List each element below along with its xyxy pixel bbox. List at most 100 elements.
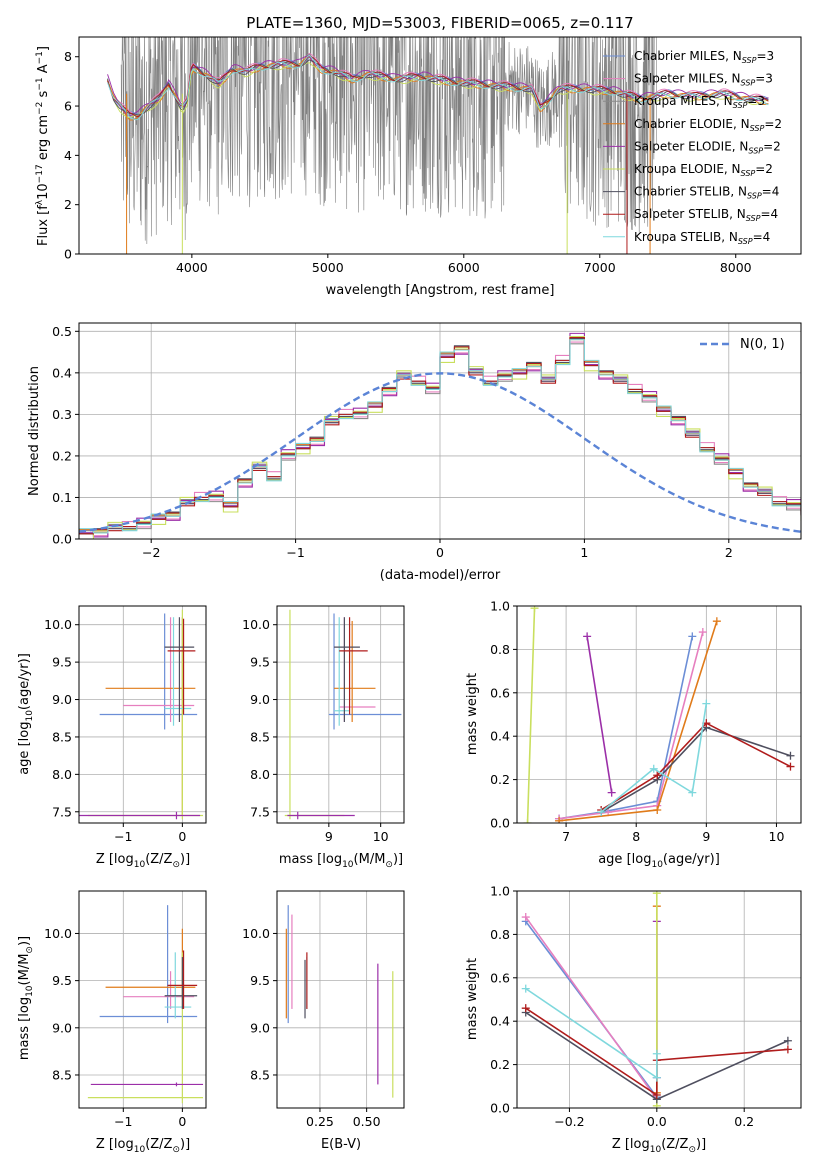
figure-title: PLATE=1360, MJD=53003, FIBERID=0065, z=0… [246,14,633,32]
series-line-salpeter_elodie [586,636,613,793]
legend-name: Chabrier STELIB, N [634,185,747,199]
label-part: ⊙ [172,860,180,870]
series-line-salpeter_miles [525,916,658,1100]
y-tick-label: 9.5 [250,973,270,988]
legend-name: Chabrier MILES, N [634,49,742,63]
y-tick-label: 0.8 [490,927,510,942]
y-tick-label: 0.6 [490,970,510,985]
x-tick-label: 6000 [448,260,480,275]
legend-name: Salpeter STELIB, N [634,207,746,221]
y-tick-label: 0.5 [52,324,72,339]
x-tick-label: 0 [436,545,444,560]
point-marker-chabrier_elodie [712,617,721,626]
label-part: )] [393,852,403,867]
legend-sub: SSP [738,237,753,246]
y-tick-label: 9.5 [52,973,72,988]
label-part: (M/M [17,954,32,986]
legend-sub: SSP [733,101,748,110]
label-part: Flux [f [36,205,51,246]
age_vs_Z-plot-area [79,609,204,820]
age_vs_Z-x-axis-label: Z [log10(Z/Z⊙)] [96,852,190,870]
legend-sub: SSP [748,146,763,155]
y-tick-label: 9.0 [52,692,72,707]
legend-entry: Kroupa ELODIE, NSSP=2 [634,162,773,178]
y-tick-label: 7.5 [250,804,270,819]
weight_vs_Z-plot-area [521,891,792,1108]
label-part: −1 [35,77,45,90]
label-part: 10 [36,183,51,200]
y-tick-label: 2 [64,197,72,212]
y-tick-label: 0.4 [52,365,72,380]
legend-entry: Salpeter STELIB, NSSP=4 [634,207,778,223]
histogram-kroupa_elodie [79,335,801,539]
y-tick-label: 8.0 [250,767,270,782]
legend-name: Salpeter ELODIE, N [634,139,748,153]
legend-suffix: =4 [762,185,780,199]
series-line-kroupa_elodie [526,608,536,823]
y-tick-label: 7.5 [52,804,72,819]
weight_vs_Z-frame [516,890,802,1109]
x-tick-label: −2 [142,545,160,560]
x-tick-label: 9 [702,829,710,844]
age_vs_mass-plot-area [284,609,402,820]
spectrum-frame [78,36,802,255]
label-part: Z [log [96,852,134,867]
point-marker-chabrier_elodie [653,805,662,814]
y-tick-label: 8 [64,49,72,64]
model-spectrum-kroupa_stelib [107,55,769,121]
y-tick-label: 0.2 [490,1057,510,1072]
age_vs_Z-y-axis-label: age [log10(age/yr)] [17,653,35,775]
legend-name: Chabrier ELODIE, N [634,117,750,131]
label-part: ] [36,46,51,51]
legend-entry: Chabrier STELIB, NSSP=4 [634,185,779,201]
mass_vs_Z-plot-area [87,905,204,1104]
x-tick-label: 7 [562,829,570,844]
x-tick-label: 0 [178,829,186,844]
label-part: −2 [35,102,45,115]
label-part: 10 [25,710,35,722]
mass_vs_Z-axes: −1 0 8.5 9.0 9.5 10.0 [44,890,207,1129]
mass_vs_Z-x-axis-label: Z [log10(Z/Z⊙)] [96,1137,190,1155]
model-spectrum-chabrier_stelib [107,59,769,116]
label-part: )] [180,1137,190,1152]
y-tick-label: 0.8 [490,642,510,657]
x-tick-label: −0.2 [554,1114,584,1129]
legend-name: Kroupa STELIB, N [634,230,738,244]
histogram-kroupa_miles [79,343,801,534]
label-part: age [log [598,852,651,867]
legend-suffix: =3 [747,94,765,108]
weight_vs_age-y-axis-label: mass weight [465,673,480,755]
legend-suffix: =2 [755,162,773,176]
x-tick-label: 0.50 [353,1114,381,1129]
residuals-frame [78,322,802,540]
age_vs_mass-axes: 9 10 7.5 8.0 8.5 9.0 9.5 10.0 [242,605,405,844]
label-part: Z [log [96,1137,134,1152]
y-tick-label: 9.5 [52,655,72,670]
point-marker-kroupa_elodie [652,891,661,898]
legend-sub: SSP [746,214,761,223]
label-part: (age/yr)] [663,852,720,867]
label-part: )] [17,936,32,946]
label-part: mass [log [279,852,342,867]
point-marker-kroupa_stelib [521,984,530,993]
label-part: −17 [35,164,45,183]
label-part: ⊙ [385,860,393,870]
x-tick-label: 8 [632,829,640,844]
label-part: )] [696,1137,706,1152]
age_vs_Z-axes: −1 0 7.5 8.0 8.5 9.0 9.5 10.0 [44,605,207,844]
legend-sub: SSP [741,79,756,88]
mass_vs_Z-frame [78,890,207,1109]
point-marker-salpeter_stelib [653,771,662,780]
y-tick-label: 9.0 [250,1020,270,1035]
y-tick-label: 4 [64,148,72,163]
spectrum-y-axis-label: Flux [fλ10−17 erg cm−2 s−1 A−1] [35,46,51,246]
point-marker-salpeter_elodie [583,632,592,641]
legend-entry: Salpeter MILES, NSSP=3 [634,72,773,88]
legend-name: Salpeter MILES, N [634,72,741,86]
series-line-chabrier_stelib [600,726,791,813]
legend-entry: Chabrier ELODIE, NSSP=2 [634,117,782,133]
y-tick-label: 8.5 [52,729,72,744]
model-spectrum-kroupa_elodie [107,62,769,119]
label-part: ⊙ [25,946,35,954]
age_vs_Z-frame [78,605,207,824]
